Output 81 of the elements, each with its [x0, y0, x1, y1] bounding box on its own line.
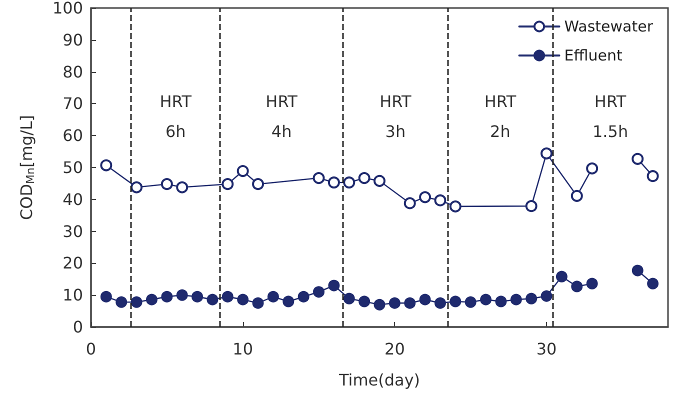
y-axis-title: CODMn[mg/L] [17, 114, 37, 220]
y-tick-label: 80 [62, 62, 83, 82]
point [312, 172, 325, 184]
point [556, 270, 568, 282]
point [252, 178, 264, 190]
point [267, 290, 279, 302]
point [419, 191, 432, 204]
point [130, 296, 142, 308]
x-tick-label: 20 [384, 340, 405, 358]
y-tick-label: 90 [62, 30, 83, 50]
x-axis-title: Time(day) [338, 370, 420, 390]
point [252, 297, 264, 309]
y-tick-label: 50 [62, 158, 83, 177]
annotation: HRT 1.5h [592, 92, 628, 141]
y-tick-label: 30 [62, 222, 83, 241]
point [647, 278, 659, 290]
point [434, 297, 446, 309]
point [236, 165, 249, 178]
annotation: HRT 2h [484, 92, 516, 141]
point [130, 181, 143, 194]
point [161, 290, 173, 302]
point [419, 294, 431, 306]
point [237, 294, 249, 306]
point [510, 294, 522, 306]
point [388, 297, 400, 309]
point [298, 290, 310, 302]
y-tick-label: 0 [72, 318, 83, 336]
point [570, 190, 583, 202]
point [176, 289, 188, 301]
x-tick-label: 30 [536, 340, 557, 358]
annotation: HRT 6h [160, 92, 192, 141]
point [328, 280, 340, 292]
point [160, 178, 173, 190]
legend-label: Wastewater [564, 18, 654, 36]
point [525, 200, 538, 212]
point [495, 296, 507, 308]
point [632, 264, 644, 276]
y-tick-label: 100 [52, 0, 83, 18]
point [404, 297, 416, 309]
point [192, 290, 204, 302]
point [374, 298, 386, 310]
x-tick-label: 0 [86, 340, 96, 358]
point [282, 296, 294, 308]
point [450, 296, 462, 308]
point [632, 152, 644, 165]
y-tick-label: 60 [62, 126, 83, 146]
point [358, 172, 370, 184]
point [586, 278, 598, 290]
point [434, 194, 446, 206]
y-tick-label: 10 [62, 286, 83, 305]
point [464, 296, 476, 308]
y-tick-label: 40 [62, 190, 83, 209]
annotation: HRT 3h [380, 92, 412, 141]
point [328, 176, 340, 188]
point [646, 170, 659, 182]
point [358, 296, 370, 308]
point [206, 294, 218, 306]
point [176, 181, 188, 194]
point [449, 200, 462, 212]
point [343, 176, 356, 188]
point [404, 197, 416, 210]
legend-label: Effluent [564, 46, 622, 64]
point [100, 159, 112, 172]
point [480, 294, 492, 306]
point [374, 174, 386, 187]
point [222, 290, 234, 302]
y-tick-label: 20 [62, 254, 83, 273]
point [540, 290, 552, 302]
point [526, 292, 538, 304]
point [222, 178, 234, 190]
point [146, 294, 158, 306]
x-tick-label: 10 [232, 340, 254, 358]
point [586, 162, 598, 174]
point [540, 147, 553, 160]
annotation: HRT 4h [266, 92, 298, 141]
point [343, 292, 355, 304]
y-tick-label: 70 [62, 94, 83, 114]
point [571, 280, 583, 292]
point [313, 286, 325, 298]
point [116, 296, 128, 308]
point [100, 290, 112, 302]
